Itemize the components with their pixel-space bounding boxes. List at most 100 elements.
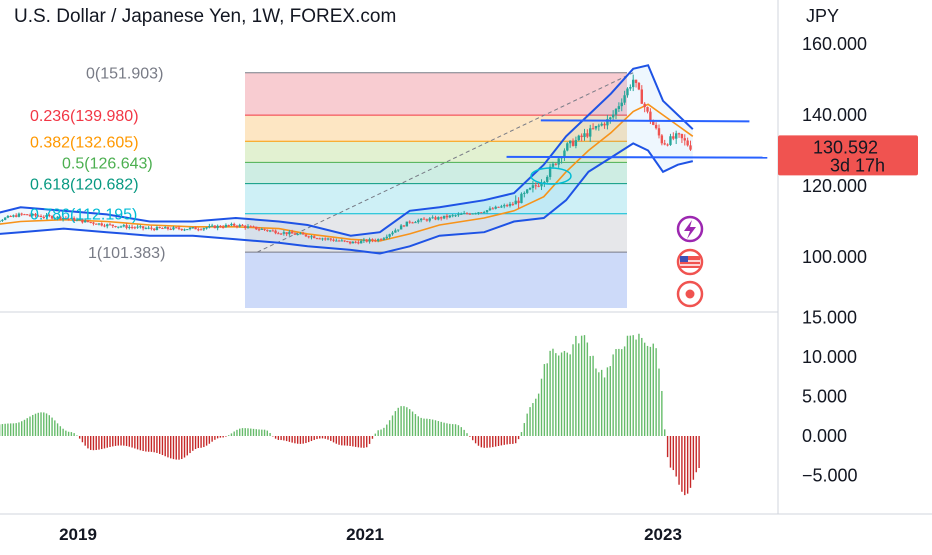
candle-body xyxy=(517,201,519,203)
histogram-bar xyxy=(369,436,370,444)
candle-body xyxy=(227,225,229,226)
histogram-bar xyxy=(327,436,328,440)
histogram-bar xyxy=(187,436,188,455)
histogram-bar xyxy=(156,436,157,453)
candle-body xyxy=(208,226,210,227)
histogram-bar xyxy=(438,421,439,436)
price-tick-label: 140.000 xyxy=(802,105,867,125)
histogram-bar xyxy=(432,420,433,436)
candle-body xyxy=(446,216,448,218)
histogram-bar xyxy=(452,424,453,436)
candle-body xyxy=(321,238,323,239)
candle-body xyxy=(302,233,304,234)
histogram-bar xyxy=(316,436,317,439)
candle-body xyxy=(569,141,571,144)
record-icon[interactable] xyxy=(678,282,702,306)
histogram-bar xyxy=(38,413,39,436)
candle-body xyxy=(403,225,405,226)
candle-body xyxy=(684,138,686,140)
candle-body xyxy=(189,228,191,229)
histogram-bar xyxy=(638,334,639,436)
histogram-bar xyxy=(184,436,185,458)
histogram-bar xyxy=(142,436,143,451)
histogram-bar xyxy=(2,424,3,436)
histogram-bar xyxy=(647,346,648,436)
histogram-bar xyxy=(54,420,55,436)
histogram-bar xyxy=(101,436,102,449)
histogram-bar xyxy=(269,433,270,436)
candle-body xyxy=(368,239,370,242)
candle-body xyxy=(167,227,169,229)
candle-body xyxy=(156,227,158,230)
candle-body xyxy=(357,242,359,243)
histogram-bar xyxy=(247,428,248,436)
fib-level-label: 0(151.903) xyxy=(86,66,163,83)
candle-body xyxy=(183,229,185,230)
histogram-bar xyxy=(446,423,447,436)
histogram-bar xyxy=(29,417,30,436)
histogram-bar xyxy=(253,429,254,436)
candle-body xyxy=(319,238,321,239)
candle-body xyxy=(164,227,166,228)
flag-canton xyxy=(680,256,688,262)
histogram-bar xyxy=(455,424,456,436)
candle-body xyxy=(612,115,614,118)
histogram-bar xyxy=(120,436,121,445)
flash-icon[interactable] xyxy=(678,217,702,241)
candle-body xyxy=(266,230,268,231)
histogram-bar xyxy=(145,436,146,452)
histogram-bar xyxy=(377,430,378,436)
candle-body xyxy=(214,226,216,229)
candle-body xyxy=(592,128,594,129)
candle-body xyxy=(580,136,582,137)
histogram-bar xyxy=(441,422,442,436)
histogram-bar xyxy=(314,436,315,440)
histogram-bar xyxy=(347,436,348,446)
candle-body xyxy=(417,220,419,222)
price-tick-label: 160.000 xyxy=(802,34,867,54)
histogram-bar xyxy=(484,436,485,448)
candle-body xyxy=(449,215,451,217)
histogram-bar xyxy=(57,423,58,436)
candle-body xyxy=(181,229,183,230)
histogram-bar xyxy=(352,436,353,446)
candle-body xyxy=(239,225,241,227)
candle-body xyxy=(131,227,133,228)
histogram-bar xyxy=(300,436,301,444)
histogram-bar xyxy=(15,423,16,436)
candle-body xyxy=(186,229,188,230)
histogram-bar xyxy=(176,436,177,460)
histogram-bar xyxy=(604,377,605,436)
candle-body xyxy=(494,207,496,209)
trend-line xyxy=(507,157,768,158)
histogram-bar xyxy=(633,335,634,436)
histogram-bar xyxy=(93,436,94,450)
histogram-bar xyxy=(466,433,467,436)
candle-body xyxy=(672,136,674,138)
candle-body xyxy=(426,219,428,220)
histogram-bar xyxy=(90,436,91,450)
histogram-bar xyxy=(518,436,519,439)
candle-body xyxy=(466,213,468,214)
histogram-bar xyxy=(258,429,259,436)
candle-body xyxy=(197,229,199,230)
histogram-bar xyxy=(294,436,295,443)
candle-body xyxy=(247,226,249,228)
us-flag-icon[interactable] xyxy=(678,250,702,274)
histogram-bar xyxy=(409,409,410,436)
candle-body xyxy=(411,222,413,223)
candle-body xyxy=(526,189,528,192)
candle-body xyxy=(236,226,238,227)
histogram-bar xyxy=(278,436,279,440)
histogram-bar xyxy=(690,436,691,488)
histogram-bar xyxy=(107,436,108,448)
price-badge-countdown: 3d 17h xyxy=(830,155,885,175)
histogram-bar xyxy=(495,436,496,447)
candle-body xyxy=(120,226,122,227)
candle-body xyxy=(572,141,574,146)
histogram-bar xyxy=(192,436,193,451)
candle-body xyxy=(244,226,246,228)
histogram-bar xyxy=(167,436,168,457)
histogram-bar xyxy=(415,414,416,436)
